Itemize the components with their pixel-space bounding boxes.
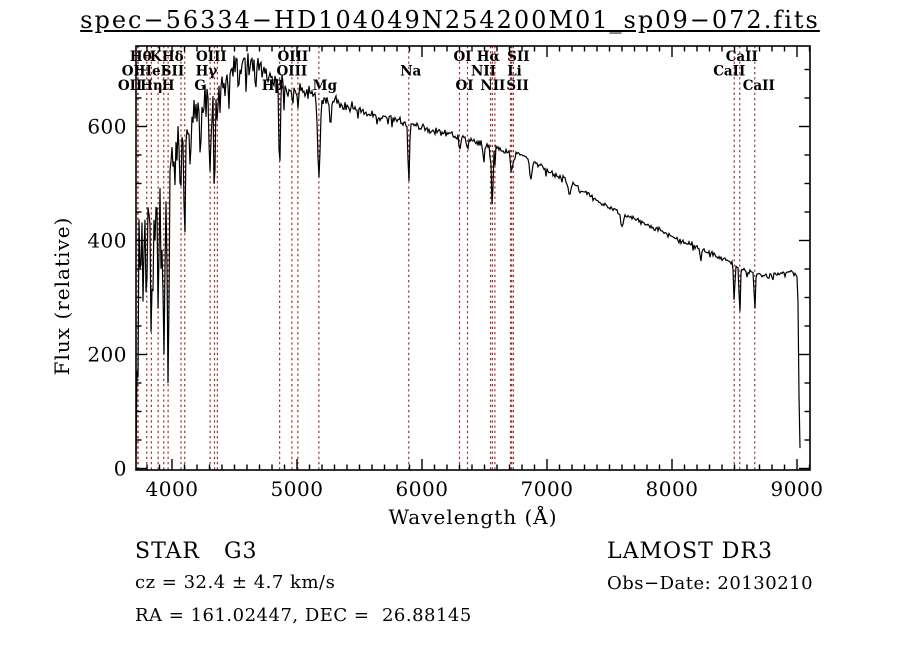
spectral-line-labels: OIOIIHθHηHeIKHSIIHδGHγOIIIHβOIIIOIIIMgNa… (118, 49, 775, 94)
x-tick-label: 6000 (396, 477, 449, 501)
object-class-label: STAR G3 (135, 539, 258, 564)
obs-date-value: Obs−Date: 20130210 (607, 573, 814, 594)
spectral-line-label: Hη (140, 78, 163, 94)
spectral-line-label: Li (507, 64, 522, 80)
y-axis-label: Flux (relative) (50, 216, 74, 376)
spectrum-title: spec−56334−HD104049N254200M01_sp09−072.f… (80, 6, 820, 34)
spectral-line-label: HeI (139, 64, 167, 80)
cz-value: cz = 32.4 ± 4.7 km/s (135, 572, 336, 593)
spectral-line-label: Hα (477, 49, 501, 65)
x-tick-label: 5000 (271, 477, 324, 501)
survey-label: LAMOST DR3 (607, 539, 773, 564)
y-tick-label: 600 (87, 115, 127, 139)
x-tick-label: 7000 (521, 477, 574, 501)
spectral-line-label: OII (118, 78, 142, 94)
spectral-line-label: SII (507, 49, 529, 65)
y-tick-label: 400 (87, 229, 127, 253)
spectral-line-label: K (150, 49, 163, 65)
y-tick-label: 200 (87, 343, 127, 367)
spectral-line-label: OI (122, 64, 140, 80)
spectral-line-label: NII (480, 78, 505, 94)
y-tick-label: 0 (114, 457, 127, 481)
spectral-line-label: SII (506, 78, 528, 94)
spectral-line-label: CaII (713, 64, 745, 80)
x-tick-labels: 4000 5000 6000 7000 8000 9000 (146, 477, 824, 501)
spectral-line-label: OIII (277, 64, 308, 80)
spectral-line-label: Hβ (262, 78, 284, 94)
spectral-line-label: Na (400, 64, 421, 80)
spectral-line-label: OI (455, 78, 473, 94)
spectral-line-label: Hγ (196, 64, 218, 80)
spectrum-path (135, 53, 801, 456)
spectral-line-label: Mg (313, 78, 338, 94)
spectral-line-label: OIII (196, 49, 227, 65)
ra-dec-value: RA = 161.02447, DEC = 26.88145 (135, 605, 472, 626)
spectral-line-label: SII (162, 64, 184, 80)
spectral-line-label: OIII (278, 49, 309, 65)
plot-frame (135, 45, 811, 471)
spectral-line-label: G (194, 78, 206, 94)
x-tick-label: 9000 (771, 477, 824, 501)
x-tick-label: 8000 (646, 477, 699, 501)
spectral-line-label: H (162, 78, 175, 94)
spectral-line-label: CaII (726, 49, 758, 65)
spectral-line-markers (137, 46, 756, 470)
axis-ticks (136, 46, 811, 470)
x-tick-label: 4000 (146, 477, 199, 501)
spectral-line-label: CaII (743, 78, 775, 94)
y-tick-labels: 0 200 400 600 (87, 115, 127, 481)
spectral-line-label: OI (453, 49, 471, 65)
spectral-line-label: Hδ (162, 49, 184, 65)
spectral-line-label: NII (471, 64, 496, 80)
spectral-line-label: Hθ (130, 49, 152, 65)
x-axis-label: Wavelength (Å) (388, 505, 558, 529)
